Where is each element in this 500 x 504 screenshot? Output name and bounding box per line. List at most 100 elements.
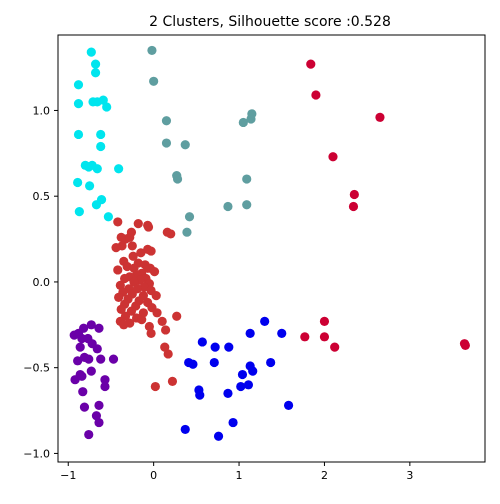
data-point — [348, 201, 359, 212]
data-point — [92, 164, 102, 174]
data-point — [74, 207, 84, 217]
data-point — [172, 311, 182, 321]
data-point — [96, 141, 106, 152]
data-point — [246, 114, 256, 124]
data-point — [238, 117, 248, 128]
data-point — [77, 371, 87, 381]
data-point — [69, 330, 79, 340]
data-point — [283, 400, 294, 411]
x-tick-label: −1 — [60, 469, 76, 482]
data-point — [167, 376, 178, 386]
data-point — [143, 222, 154, 232]
data-point — [113, 265, 123, 275]
y-tick-label: 1.0 — [33, 104, 51, 117]
data-point — [375, 112, 385, 122]
data-point — [260, 316, 270, 326]
data-point — [96, 354, 106, 364]
data-point — [172, 174, 183, 184]
data-point — [128, 251, 138, 261]
data-point — [116, 304, 126, 314]
data-point — [91, 200, 102, 210]
data-point — [75, 342, 85, 352]
data-point — [195, 390, 205, 400]
data-point — [197, 337, 207, 347]
data-point — [311, 90, 321, 100]
data-point — [100, 381, 110, 392]
data-point — [277, 328, 287, 338]
data-point — [127, 241, 137, 251]
data-point — [243, 380, 254, 390]
y-tick-label: 0.5 — [33, 190, 51, 203]
data-point — [136, 248, 146, 258]
data-point — [149, 76, 159, 86]
data-point — [300, 332, 310, 342]
data-point — [209, 357, 219, 368]
data-point — [163, 349, 173, 359]
data-point — [152, 308, 162, 318]
data-point — [161, 116, 172, 126]
data-point — [242, 174, 252, 184]
data-point — [236, 381, 246, 392]
data-point — [330, 342, 340, 352]
data-point — [150, 381, 160, 392]
data-point — [146, 328, 156, 338]
data-point — [70, 375, 80, 385]
data-point — [228, 417, 238, 428]
data-point — [86, 320, 96, 330]
data-point — [129, 277, 139, 287]
data-point — [103, 212, 113, 222]
y-tick-label: 0.0 — [33, 276, 51, 289]
data-point — [102, 102, 112, 112]
data-point — [73, 177, 83, 188]
data-point — [180, 424, 190, 435]
data-point — [210, 342, 220, 352]
data-point — [166, 229, 176, 239]
data-point — [306, 59, 316, 69]
axes-layer: −1 0 1 2 3 −1.0 −0.5 0.0 0.5 1.0 — [23, 34, 486, 482]
data-point — [137, 315, 147, 325]
data-point — [108, 354, 119, 364]
data-point — [84, 429, 94, 440]
data-point — [73, 129, 84, 140]
chart-title: 2 Clusters, Silhouette score :0.528 — [149, 14, 391, 30]
data-point — [161, 325, 171, 335]
data-point — [182, 227, 192, 237]
data-point — [94, 417, 104, 428]
data-point — [248, 366, 258, 376]
data-point — [266, 357, 276, 368]
data-point — [224, 342, 234, 352]
data-point — [223, 201, 233, 212]
data-point — [73, 98, 84, 109]
data-point — [213, 431, 224, 441]
data-point — [184, 357, 194, 368]
data-point — [146, 246, 156, 256]
data-point — [119, 320, 129, 330]
data-point — [86, 47, 96, 57]
data-point — [133, 219, 143, 229]
data-point — [125, 232, 135, 242]
data-point — [237, 369, 248, 380]
data-point — [92, 344, 102, 354]
data-point — [85, 181, 95, 191]
data-point — [319, 332, 330, 342]
y-tick-label: −0.5 — [23, 362, 50, 375]
data-point — [349, 189, 359, 200]
data-point — [90, 68, 101, 78]
x-tick-label: 0 — [150, 469, 157, 482]
data-point — [73, 80, 84, 90]
data-point — [245, 328, 255, 338]
data-point — [86, 366, 96, 376]
data-point — [114, 164, 124, 174]
data-point — [149, 267, 160, 277]
data-point — [242, 200, 252, 210]
data-point — [78, 387, 88, 397]
data-point — [319, 316, 330, 326]
data-point — [328, 152, 338, 162]
points-layer — [69, 45, 470, 441]
data-point — [92, 97, 102, 107]
data-point — [223, 388, 233, 399]
data-point — [73, 356, 83, 366]
data-point — [180, 140, 190, 150]
